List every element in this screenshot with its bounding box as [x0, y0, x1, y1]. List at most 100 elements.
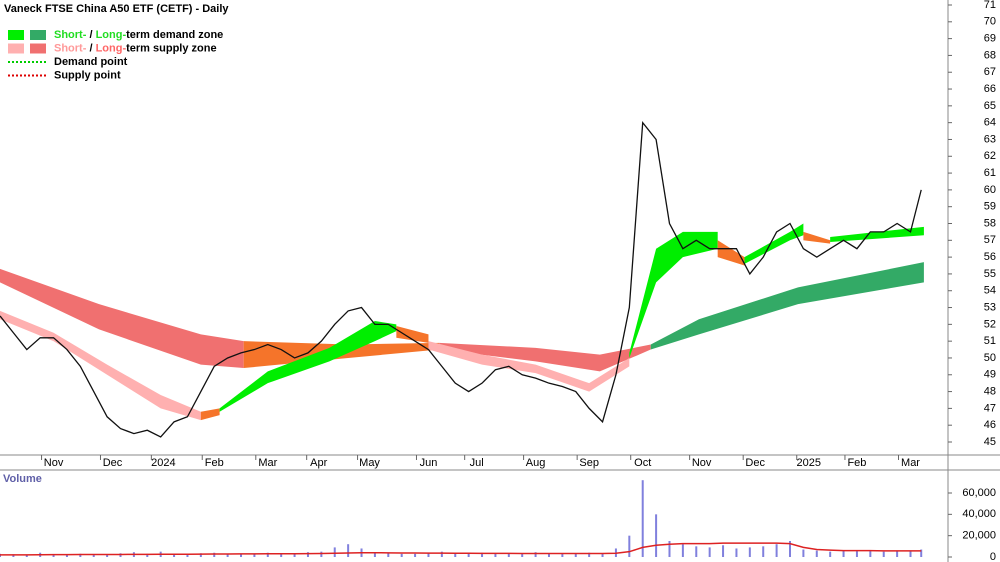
y-tick-label: 40,000 [962, 508, 996, 520]
zone [219, 320, 397, 412]
y-tick-label: 50 [984, 352, 996, 364]
volume-bar [387, 553, 390, 557]
volume-bar [748, 547, 751, 557]
x-tick-label: Feb [205, 457, 224, 469]
y-tick-label: 66 [984, 83, 996, 95]
y-tick-label: 49 [984, 369, 996, 381]
volume-bar [789, 541, 791, 557]
volume-bar [213, 552, 216, 557]
volume-bar [414, 553, 417, 557]
volume-bar [722, 545, 725, 557]
y-tick-label: 0 [990, 551, 996, 562]
volume-bar [481, 552, 484, 557]
x-tick-label: Apr [310, 457, 327, 469]
x-tick-label: Dec [745, 457, 765, 469]
volume-bar [534, 552, 537, 557]
volume-bar [882, 551, 885, 557]
volume-bar [494, 553, 497, 557]
volume-bar [601, 553, 604, 557]
y-tick-label: 20,000 [962, 530, 996, 542]
volume-bar [173, 553, 176, 557]
volume-bar [226, 553, 229, 557]
volume-bar [507, 553, 510, 557]
legend-text: Supply point [54, 69, 121, 81]
x-tick-label: Mar [258, 457, 277, 469]
volume-bar [815, 550, 818, 557]
zone [717, 240, 745, 266]
volume-bar [280, 553, 283, 557]
volume-bar [427, 553, 430, 557]
zone [428, 341, 630, 392]
x-tick-label: 2024 [151, 457, 175, 469]
legend-label: Short- / Long-term supply zone [54, 42, 217, 54]
x-tick-label: Jul [470, 457, 484, 469]
y-tick-label: 45 [984, 436, 996, 448]
volume-bar [92, 554, 95, 557]
chart-title: Vaneck FTSE China A50 ETF (CETF) - Daily [4, 3, 229, 15]
volume-bar [920, 549, 923, 557]
y-tick-label: 67 [984, 66, 996, 78]
volume-bar [708, 547, 711, 557]
volume-bar [802, 549, 805, 557]
x-tick-label: Nov [692, 457, 712, 469]
y-tick-label: 56 [984, 251, 996, 263]
y-tick-label: 63 [984, 133, 996, 145]
volume-bar [240, 554, 243, 557]
volume-bar [762, 546, 765, 557]
zone [439, 342, 651, 372]
volume-bar [306, 552, 309, 557]
volume-bar [186, 554, 189, 557]
y-tick-label: 48 [984, 385, 996, 397]
legend-text: Long- [96, 42, 127, 54]
zone [0, 268, 244, 369]
y-tick-label: 70 [984, 16, 996, 28]
volume-bar [681, 544, 684, 557]
volume-average [0, 542, 922, 556]
volume-bar [842, 550, 845, 557]
y-tick-label: 59 [984, 201, 996, 213]
y-tick-label: 57 [984, 234, 996, 246]
volume-bar [467, 553, 470, 557]
x-tick-label: Sep [579, 457, 599, 469]
volume-bar [668, 541, 671, 557]
x-tick-label: Feb [847, 457, 866, 469]
volume-bar [896, 551, 899, 557]
zone [803, 231, 831, 244]
panel-title: Volume [3, 473, 42, 485]
volume-bar [293, 553, 296, 557]
y-tick-label: 51 [984, 335, 996, 347]
y-tick-label: 61 [984, 167, 996, 179]
y-tick-label: 69 [984, 33, 996, 45]
volume-bar [106, 554, 109, 557]
volume-bar [909, 550, 912, 557]
volume-bar [561, 553, 564, 557]
zone [650, 262, 924, 350]
volume-bar [521, 553, 524, 557]
y-tick-label: 54 [984, 285, 996, 297]
y-tick-label: 58 [984, 217, 996, 229]
y-tick-label: 64 [984, 117, 996, 129]
y-tick-label: 60 [984, 184, 996, 196]
legend-text: Short- [54, 29, 87, 41]
volume-bar [347, 544, 350, 557]
volume-bar [146, 553, 149, 557]
legend-swatch [8, 30, 24, 40]
y-tick-label: 62 [984, 150, 996, 162]
y-tick-label: 71 [984, 0, 996, 11]
legend-text: / [86, 29, 95, 41]
x-tick-label: Nov [44, 457, 64, 469]
volume-bar [12, 554, 15, 557]
volume-bar [79, 553, 82, 557]
legend-swatch [30, 43, 46, 54]
volume-bar [655, 514, 658, 557]
volume-bar [574, 553, 577, 557]
volume-bar [855, 551, 858, 557]
volume-bar [199, 553, 202, 557]
volume-bar [454, 552, 457, 557]
y-tick-label: 47 [984, 402, 996, 414]
x-tick-label: Oct [634, 457, 651, 469]
legend-text: Short- [54, 42, 87, 54]
zone [744, 223, 804, 264]
volume-bar [333, 547, 336, 557]
